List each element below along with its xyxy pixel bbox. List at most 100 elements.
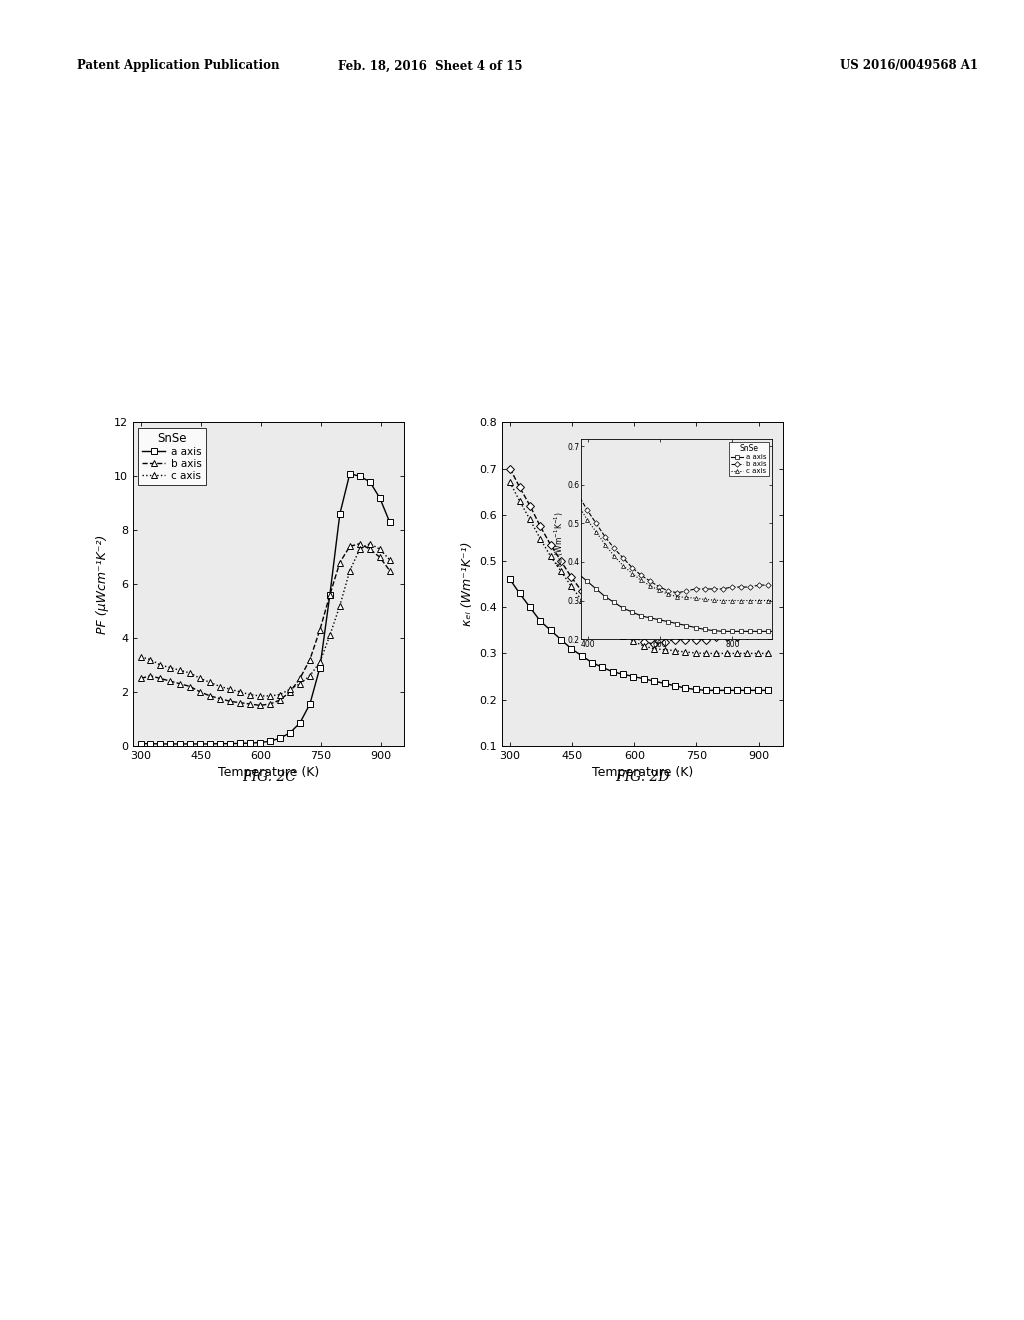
c axis	[264, 688, 276, 704]
a axis	[204, 737, 216, 752]
b axis	[699, 631, 712, 647]
b axis	[616, 622, 629, 638]
c axis	[606, 622, 618, 638]
a axis	[689, 681, 701, 697]
b axis	[565, 569, 578, 585]
Y-axis label: κₑₗ (Wm⁻¹K⁻¹): κₑₗ (Wm⁻¹K⁻¹)	[461, 541, 473, 627]
Line: c axis: c axis	[138, 541, 393, 700]
Line: a axis: a axis	[507, 577, 771, 693]
a axis	[535, 612, 547, 628]
b axis	[364, 541, 376, 557]
Line: a axis: a axis	[138, 470, 393, 747]
c axis	[669, 643, 681, 659]
b axis	[658, 634, 671, 649]
b axis	[204, 688, 216, 704]
c axis	[752, 645, 764, 661]
b axis	[513, 479, 525, 495]
c axis	[504, 475, 516, 491]
c axis	[524, 512, 537, 528]
c axis	[244, 686, 256, 702]
a axis	[135, 735, 147, 751]
a axis	[224, 735, 237, 751]
b axis	[184, 678, 197, 694]
c axis	[214, 678, 226, 694]
b axis	[284, 684, 296, 700]
a axis	[658, 676, 671, 692]
a axis	[555, 631, 567, 647]
a axis	[284, 725, 296, 741]
a axis	[324, 587, 336, 603]
b axis	[679, 631, 691, 647]
b axis	[194, 684, 206, 700]
a axis	[144, 735, 157, 751]
c axis	[679, 644, 691, 660]
b axis	[313, 622, 326, 638]
b axis	[324, 587, 336, 603]
b axis	[689, 631, 701, 647]
a axis	[164, 737, 176, 752]
c axis	[233, 684, 246, 700]
a axis	[731, 682, 743, 698]
c axis	[204, 675, 216, 690]
b axis	[504, 461, 516, 477]
c axis	[535, 531, 547, 546]
c axis	[762, 645, 774, 661]
c axis	[224, 681, 237, 697]
c axis	[294, 676, 306, 692]
c axis	[144, 652, 157, 668]
Text: FIG. 2C: FIG. 2C	[243, 771, 296, 784]
a axis	[374, 490, 386, 506]
a axis	[638, 671, 650, 686]
b axis	[144, 668, 157, 684]
c axis	[334, 598, 346, 614]
Text: FIG. 2D: FIG. 2D	[614, 771, 670, 784]
b axis	[545, 537, 557, 553]
c axis	[710, 645, 722, 661]
a axis	[752, 682, 764, 698]
b axis	[384, 562, 396, 578]
c axis	[164, 660, 176, 676]
b axis	[254, 697, 266, 713]
c axis	[575, 593, 588, 609]
Text: US 2016/0049568 A1: US 2016/0049568 A1	[840, 59, 978, 73]
b axis	[596, 606, 608, 622]
b axis	[535, 519, 547, 535]
b axis	[741, 627, 754, 643]
b axis	[273, 692, 286, 708]
a axis	[648, 673, 660, 689]
c axis	[658, 642, 671, 657]
c axis	[638, 638, 650, 653]
c axis	[699, 645, 712, 661]
Text: Feb. 18, 2016  Sheet 4 of 15: Feb. 18, 2016 Sheet 4 of 15	[338, 59, 522, 73]
c axis	[741, 645, 754, 661]
a axis	[155, 737, 167, 752]
b axis	[586, 594, 598, 610]
Y-axis label: PF (μWcm⁻¹K⁻²): PF (μWcm⁻¹K⁻²)	[95, 535, 109, 634]
a axis	[616, 667, 629, 682]
c axis	[273, 686, 286, 702]
c axis	[174, 663, 186, 678]
a axis	[304, 696, 316, 711]
b axis	[344, 539, 356, 554]
b axis	[233, 694, 246, 710]
b axis	[264, 696, 276, 711]
a axis	[628, 668, 640, 684]
c axis	[364, 536, 376, 552]
c axis	[555, 564, 567, 579]
c axis	[513, 494, 525, 510]
a axis	[384, 515, 396, 531]
c axis	[586, 603, 598, 619]
a axis	[184, 737, 197, 752]
a axis	[364, 474, 376, 490]
a axis	[233, 735, 246, 751]
b axis	[244, 696, 256, 711]
a axis	[244, 735, 256, 751]
b axis	[669, 631, 681, 647]
a axis	[254, 735, 266, 751]
b axis	[174, 676, 186, 692]
a axis	[334, 506, 346, 521]
a axis	[504, 572, 516, 587]
b axis	[762, 627, 774, 643]
c axis	[254, 688, 266, 704]
b axis	[224, 693, 237, 709]
